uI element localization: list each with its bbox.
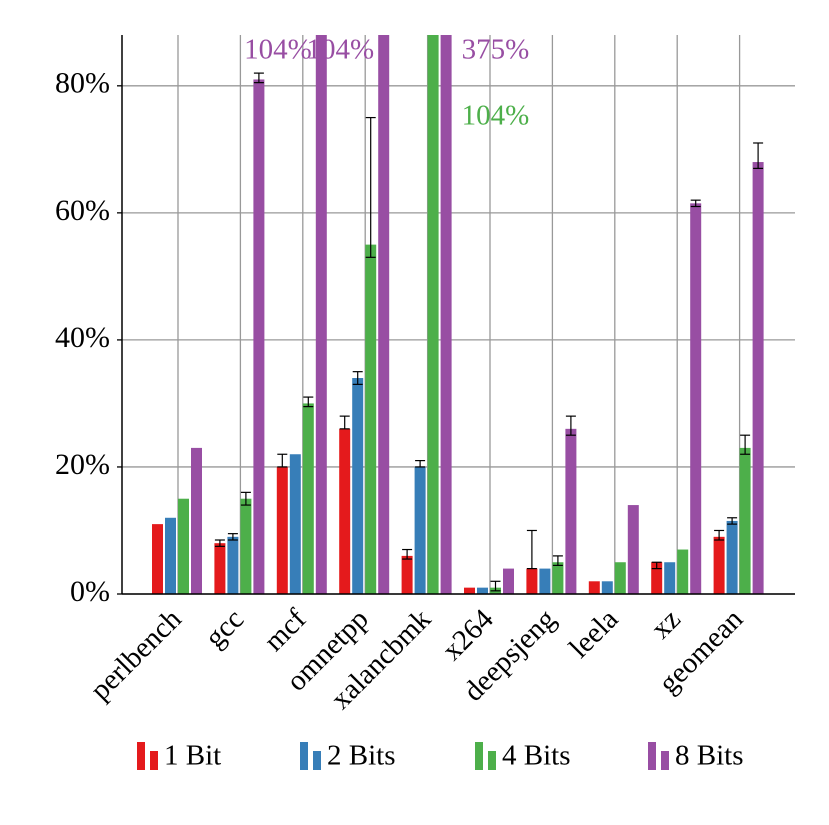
bar [677,549,689,594]
bar [752,162,764,594]
bar [152,524,163,594]
legend-swatch [137,742,145,770]
bar [227,536,239,594]
x-tick-label: xz [645,603,687,645]
value-label: 104% [462,100,530,132]
bar [690,203,702,595]
bar [240,498,252,594]
bar [165,517,176,594]
y-tick-label: 0% [70,575,110,608]
bar [713,536,725,594]
bar [253,79,265,594]
grid [122,35,795,595]
bar [565,428,577,594]
bars [152,35,764,595]
bar [276,466,288,594]
bar [315,35,327,594]
legend-swatch [488,751,496,770]
foreground: 0%20%40%60%80%perlbench gcc mcfomnetppxala… [55,34,795,772]
bar [214,543,226,594]
bar [539,568,551,594]
legend-swatch [648,742,656,770]
legend-swatch [300,742,308,770]
bar [401,555,413,594]
bar [414,466,426,594]
legend-swatch [313,751,321,770]
bar [726,520,738,594]
bar [614,562,626,594]
value-label: 375% [462,34,530,66]
legend-label: 2 Bits [327,740,396,772]
x-tick-label: mcf [258,603,313,658]
legend-swatch [661,751,669,770]
bar [664,562,676,594]
value-label: 104% [244,34,312,66]
bar [526,568,538,594]
bar [289,454,301,594]
legend-swatch [475,742,483,770]
bar [477,587,488,594]
bar [365,244,377,594]
legend-swatch [150,751,158,770]
x-tick-label: perlbench [84,603,188,707]
bar [378,35,390,594]
bar [503,568,514,594]
y-tick-label: 80% [55,67,110,100]
bar [739,447,751,594]
bar [588,581,600,594]
bar [352,378,364,594]
bar [440,35,452,594]
bar [601,581,613,594]
x-tick-label: gcc [199,603,250,654]
bar [178,498,189,594]
bar [191,447,202,594]
legend-label: 1 Bit [164,740,221,772]
y-tick-label: 40% [55,321,110,354]
bar [427,35,439,594]
bar [339,428,351,594]
legend-label: 8 Bits [675,740,744,772]
value-label: 104% [307,34,375,66]
legend-label: 4 Bits [502,740,571,772]
y-tick-label: 20% [55,448,110,481]
bar [552,562,564,594]
bar [464,587,475,594]
bar [651,562,663,594]
bar [627,505,639,594]
y-tick-label: 60% [55,194,110,227]
x-tick-label: leela [563,603,624,664]
bar [302,403,314,594]
